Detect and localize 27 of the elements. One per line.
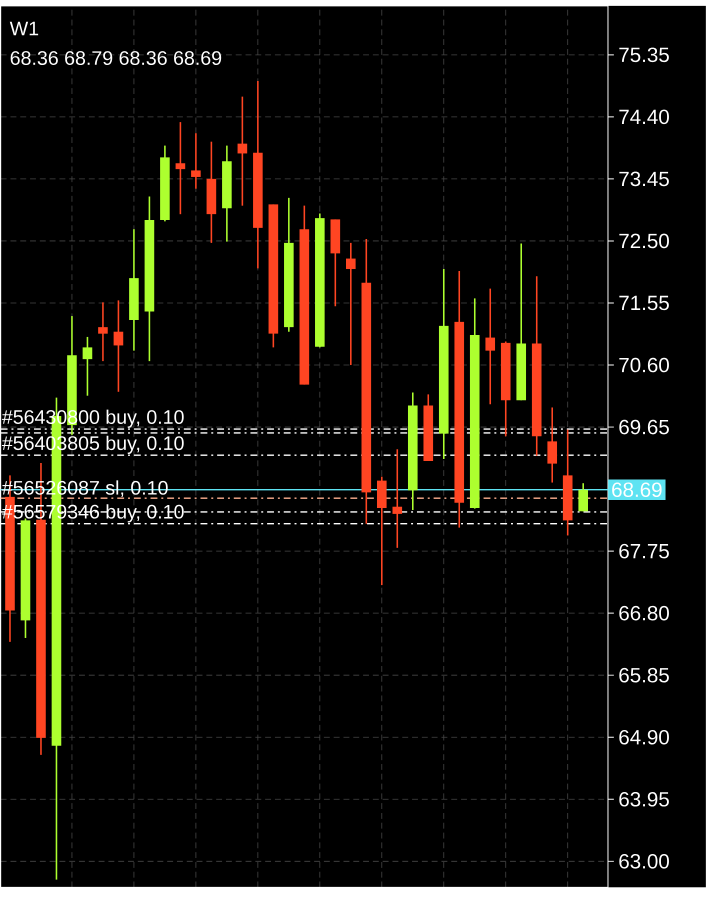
candlestick [346, 242, 356, 366]
candlestick [392, 448, 402, 549]
y-tick-label: 63.95 [619, 792, 669, 807]
y-tick-label: 63.00 [619, 854, 669, 869]
candlestick [578, 482, 588, 512]
y-tick-label: 73.45 [619, 172, 669, 186]
y-tick-label: 69.65 [619, 420, 669, 434]
candlestick [547, 406, 558, 484]
y-tick-label: 65.85 [619, 668, 669, 682]
y-tick-label: 74.40 [619, 110, 669, 124]
y-tick-label: 67.75 [619, 544, 669, 558]
y-tick-label: 64.90 [619, 730, 669, 745]
candlestick [176, 121, 186, 215]
candlestick [191, 132, 201, 190]
y-tick-label: 72.50 [619, 234, 669, 248]
candlestick [98, 302, 108, 362]
candlestick [485, 288, 496, 405]
candlestick [82, 336, 92, 396]
text: 68.36 68.79 68.36 68.69 [10, 51, 222, 65]
y-tick-label: 66.80 [619, 606, 669, 620]
text: W1 [10, 22, 38, 36]
y-tick-label: 71.55 [619, 296, 669, 310]
candlestick [114, 300, 124, 393]
y-tick-label: 70.60 [619, 358, 669, 372]
y-tick-label: 75.35 [619, 48, 669, 62]
candlestick [238, 96, 248, 206]
ref-line-label: 68.69 [612, 482, 662, 498]
